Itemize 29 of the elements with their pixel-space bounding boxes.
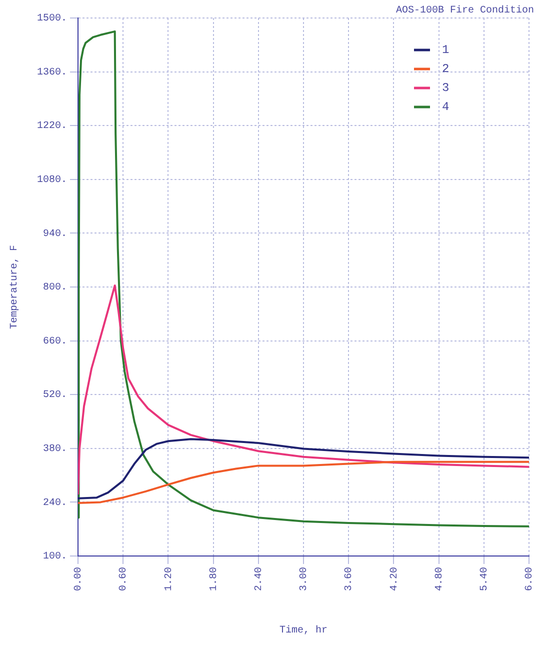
y-tick-label: 380. <box>42 444 68 456</box>
y-tick-label: 520. <box>42 390 68 402</box>
y-tick-label: 240. <box>42 498 68 509</box>
y-tick-label: 940. <box>42 228 68 240</box>
legend-label: 1 <box>442 43 450 58</box>
x-tick-label: 5.40 <box>480 566 491 592</box>
x-tick-label: 4.80 <box>434 566 446 592</box>
y-tick-label: 800. <box>42 282 68 294</box>
y-tick-label: 1080. <box>36 175 68 186</box>
x-tick-label: 4.20 <box>389 566 400 592</box>
x-tick-label: 3.60 <box>344 566 356 592</box>
y-axis-title: Temperature, F <box>10 244 21 330</box>
legend-label: 3 <box>442 81 450 96</box>
x-axis-title: Time, hr <box>279 624 328 637</box>
x-tick-label: 2.40 <box>254 566 266 592</box>
x-tick-label: 6.00 <box>524 566 536 592</box>
legend-label: 2 <box>442 62 450 76</box>
y-tick-label: 1500. <box>36 14 68 25</box>
y-tick-label: 1360. <box>36 67 68 78</box>
x-tick-label: 0.00 <box>74 566 85 592</box>
x-tick-label: 3.00 <box>299 566 310 592</box>
x-tick-label: 1.20 <box>164 566 175 592</box>
x-tick-label: 1.80 <box>208 566 220 592</box>
chart-subtitle: AOS-100B Fire Condition <box>396 4 534 17</box>
x-tick-label: 0.60 <box>118 566 130 592</box>
legend-label: 4 <box>442 100 450 114</box>
y-tick-label: 660. <box>42 336 68 348</box>
y-tick-label: 1220. <box>36 121 68 132</box>
y-tick-label: 100. <box>42 552 68 563</box>
